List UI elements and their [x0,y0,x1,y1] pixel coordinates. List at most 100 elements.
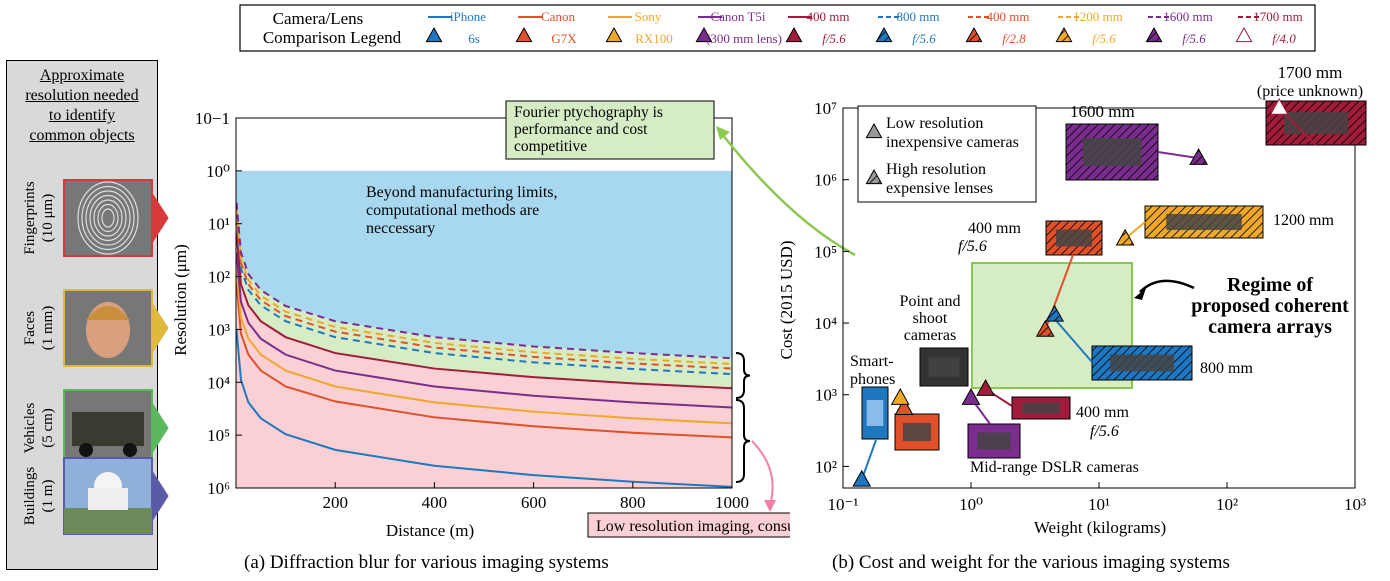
annotation-400mm-b-line1: 400 mm [968,220,1021,237]
side-title-line2: resolution needed [25,87,139,104]
legend-label-line1-7: 1200 mm [1073,9,1122,24]
sony-camera-image-detail [928,357,960,377]
fingerprint-ridge [93,199,123,237]
series-line-8 [235,202,733,360]
side-item-label-1: Faces (1 mm) [22,306,56,351]
series-line-7 [235,207,733,365]
x-tick-label-b: 10⁻¹ [827,495,858,514]
legend-marker-6 [965,26,983,43]
legend-title-line2: Comparison Legend [263,28,402,47]
legend-marker-4 [785,26,803,43]
lens-400mm-image-detail [1022,402,1060,414]
fourier-callout-box [505,100,715,160]
chart-a: 10−1 10⁰ 10¹ 10² 10³ 10⁴ 10⁵ 10⁶ 200 400 600 800 100… [171,100,790,540]
legend-label-line1-9: 1700 mm [1253,9,1302,24]
side-title-line3: to identify [48,107,116,124]
legend-box: Camera/Lens Comparison Legend iPhone 6s Ca… [239,4,1316,52]
brace-low-res [735,399,751,483]
legend-label-line2-1: G7X [551,31,577,46]
annotation-regime-0: Regime of [1227,274,1313,296]
annotation-fourier-0: Fourier ptychography is [514,104,663,121]
arrow-head-fourier [716,126,730,140]
side-item-0: Fingerprints (10 μm) [22,179,169,257]
point-marker-8 [1189,148,1209,165]
regime-arrow [1139,279,1195,293]
side-item-2: Vehicles (5 cm) [22,389,169,467]
legend-label-line2-4: f/5.6 [822,31,846,46]
legend-label-line2-6: f/2.8 [1002,31,1026,46]
legend-marker-7 [1055,26,1073,43]
side-item-label-2: Vehicles (5 cm) [22,402,56,453]
series-line-2 [235,268,733,425]
legend-label-line2-9: f/4.0 [1272,31,1296,46]
arrow-fourier [721,133,856,257]
point-marker-0 [852,469,872,487]
annotation-point-shoot-1: shoot [913,310,948,327]
legend-b-line1-1: High resolution [886,161,986,178]
y-tick-label-a: 10⁶ [207,479,230,498]
y-tick-label-b: 10⁷ [814,99,837,118]
point-marker-2 [890,387,910,405]
legend-marker-8 [1145,26,1163,43]
side-title-line4: common objects [29,127,135,144]
y-tick-label-a: 10² [208,268,230,287]
y-tick-label-a: 10⁰ [206,162,230,181]
legend-label-line2-2: RX100 [635,31,673,46]
region-low-res [236,233,732,488]
annotation-regime-2: camera arrays [1208,316,1332,338]
side-panel-title: Approximate resolution needed to identif… [7,66,157,146]
annotation-smartphones-1: phones [850,371,895,388]
annotation-fourier-2: competitive [514,138,587,155]
brace-fourier [735,352,751,399]
arrow-head-low-res [764,500,776,512]
lens-800mm-image-detail [1110,354,1174,372]
regime-arrow-head [1134,288,1146,300]
y-tick-label-a: 10⁴ [207,373,230,392]
legend-marker-5 [875,26,893,43]
x-tick-label-b: 10² [1216,495,1238,514]
x-tick-label-b: 10¹ [1088,495,1110,514]
fingerprint-ridge [101,208,115,228]
wheel-icon [79,443,93,457]
legend-marker-0 [425,26,443,43]
fingerprint-ridge [81,185,135,251]
fingerprint-ridge [77,181,139,255]
iphone-image-detail [866,400,884,426]
annotation-800mm: 800 mm [1200,360,1253,377]
series-line-3 [235,252,733,409]
plot-frame-a [235,117,733,489]
point-marker-1 [894,398,914,415]
legend-label-line1-3: Canon T5i [710,9,765,24]
annotation-fourier-1: performance and cost [514,121,648,138]
x-tick-label-a: 400 [422,493,448,512]
legend-label-line2-8: f/5.6 [1182,31,1206,46]
legend-label-line2-0: 6s [468,31,480,46]
garden-shape [64,508,152,534]
annotation-400mm-line1: 400 mm [1076,404,1129,421]
low-res-callout-box [587,512,790,538]
series-line-4 [235,232,733,390]
lens-1200mm-image-detail [1166,214,1242,230]
caption-a: (a) Diffraction blur for various imaging… [244,552,609,573]
legend-label-line1-2: Sony [635,9,662,24]
legend-marker-9 [1235,26,1253,43]
legend-b-line2-0: inexpensive cameras [886,134,1019,151]
fingerprint-ridge [97,203,119,233]
x-tick-label-a: 200 [322,493,348,512]
annotation-beyond-1: computational methods are [366,202,539,219]
side-item-label-3: Buildings (1 m) [22,467,56,526]
point-marker-3 [961,387,981,405]
caption-b: (b) Cost and weight for the various imag… [832,552,1230,573]
point-marker-5 [1045,304,1065,322]
chart-b-legend [857,105,1037,203]
legend-label-line2-3: (300 mm lens) [706,31,782,46]
legend-label-line2-5: f/5.6 [912,31,936,46]
wheel-icon [123,443,137,457]
annotation-1700mm-line1: 1700 mm [1278,63,1343,82]
annotation-400mm-b-line2: f/5.6 [958,238,987,255]
point-marker-9 [1269,97,1289,115]
point-marker-4 [976,379,995,396]
legend-label-line1-5: 800 mm [897,9,940,24]
series-line-5 [235,218,733,376]
